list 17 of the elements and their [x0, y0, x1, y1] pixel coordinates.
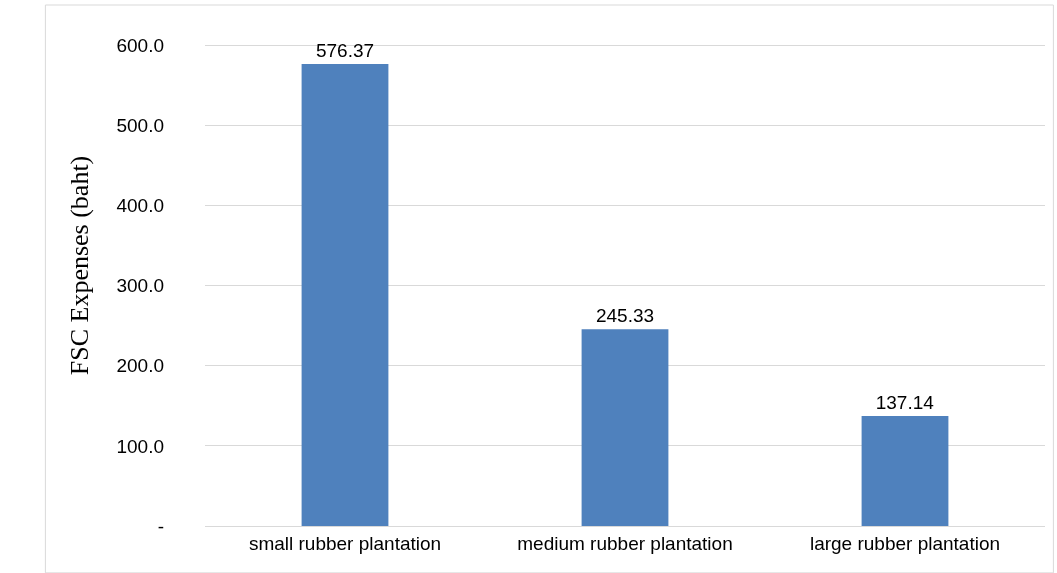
y-tick-label: 200.0 — [116, 355, 164, 377]
y-tick-label: 600.0 — [116, 34, 164, 56]
x-tick-label: large rubber plantation — [809, 532, 1001, 554]
bar — [861, 416, 949, 526]
x-tick-label: medium rubber plantation — [517, 532, 733, 554]
y-tick-label: 400.0 — [116, 195, 164, 217]
bar — [301, 64, 389, 526]
data-label: 137.14 — [875, 392, 935, 414]
data-label: 576.37 — [315, 40, 375, 62]
y-axis-title: FSC Expenses (baht) — [64, 155, 94, 376]
y-tick-label: - — [157, 515, 164, 537]
x-tick-label: small rubber plantation — [248, 532, 442, 554]
y-tick-label: 500.0 — [116, 114, 164, 136]
data-label: 245.33 — [595, 305, 655, 327]
y-tick-label: 300.0 — [116, 275, 164, 297]
bar — [581, 329, 669, 526]
y-tick-label: 100.0 — [116, 435, 164, 457]
